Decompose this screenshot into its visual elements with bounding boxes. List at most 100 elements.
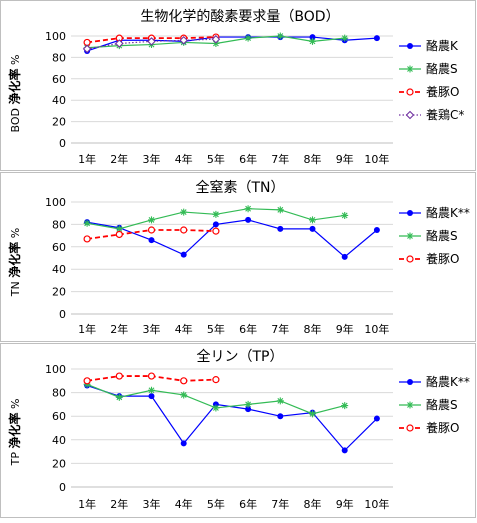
data-point (148, 393, 155, 400)
y-tick-label: 40 (52, 434, 66, 447)
data-point (211, 34, 221, 44)
x-tick-label: 7年 (271, 152, 289, 166)
legend-marker (407, 379, 413, 385)
data-point (115, 230, 123, 239)
y-tick-label: 60 (52, 410, 66, 423)
data-point (277, 225, 284, 232)
series-line (86, 36, 377, 52)
data-point (115, 393, 123, 401)
y-tick-label: 0 (59, 481, 66, 494)
legend-marker (406, 401, 414, 409)
data-point (83, 235, 91, 243)
data-point (341, 253, 348, 260)
x-tick-label: 3年 (143, 152, 161, 166)
data-point (212, 227, 220, 235)
data-point (180, 440, 187, 447)
chart-title: 全窒素（TN） (195, 179, 284, 196)
data-point (373, 35, 380, 42)
data-point (115, 225, 123, 233)
x-tick-label: 7年 (271, 497, 289, 511)
data-point (309, 410, 316, 418)
legend-label: 酪農K** (426, 205, 470, 220)
data-point (82, 44, 92, 54)
x-tick-label: 9年 (336, 152, 354, 166)
legend-marker (407, 43, 413, 49)
data-point (83, 38, 91, 47)
x-tick-label: 6年 (239, 497, 257, 511)
y-tick-label: 20 (52, 286, 66, 299)
data-point (373, 227, 380, 233)
x-tick-label: 2年 (110, 497, 128, 511)
chart-title: 生物化学的酸素要求量（BOD） (140, 9, 339, 25)
data-point (115, 39, 124, 48)
chart-panel-tn: 全窒素（TN） 0 20 40 60 80 100 1年 2年 3年 4年 5年 6年 7年 8年 9年 10年… (0, 172, 476, 342)
data-point (180, 377, 188, 385)
legend-marker (406, 65, 414, 73)
x-tick-label: 3年 (143, 497, 161, 511)
legend-label: 養鶏C* (426, 107, 464, 122)
data-point (212, 376, 220, 384)
y-tick-label: 60 (52, 73, 66, 86)
y-axis-label: TP 浄化率 % (7, 399, 22, 467)
data-point (341, 402, 349, 410)
data-point (148, 237, 155, 244)
legend-label: 養豚O (426, 251, 459, 266)
y-tick-label: 100 (45, 363, 66, 376)
x-tick-label: 8年 (304, 497, 322, 511)
legend-label: 養豚O (426, 84, 459, 99)
y-tick-label: 100 (45, 196, 66, 209)
chart-title: 全リン（TP） (197, 348, 284, 365)
data-point (244, 34, 252, 42)
x-tick-label: 1年 (78, 152, 96, 166)
legend-marker (406, 88, 414, 96)
y-tick-label: 80 (52, 218, 66, 231)
x-tick-label: 6年 (239, 322, 257, 336)
legend-marker (406, 255, 414, 263)
x-tick-label: 4年 (175, 322, 193, 336)
x-tick-label: 9年 (336, 322, 354, 336)
x-tick-label: 5年 (207, 497, 225, 511)
data-point (148, 386, 155, 394)
y-tick-label: 40 (52, 94, 66, 107)
data-point (341, 34, 349, 42)
x-tick-label: 2年 (110, 152, 128, 166)
y-tick-label: 60 (52, 241, 66, 254)
data-point (83, 377, 91, 385)
legend-marker (406, 232, 414, 240)
data-point (244, 400, 252, 408)
y-axis-label: TN 浄化率 % (7, 228, 22, 297)
data-point (180, 251, 187, 258)
data-point (147, 226, 156, 234)
x-tick-label: 1年 (78, 322, 96, 336)
y-tick-label: 80 (52, 387, 66, 400)
x-tick-label: 5年 (207, 152, 225, 166)
data-point (147, 372, 156, 380)
data-point (341, 211, 349, 219)
data-point (309, 216, 316, 224)
y-tick-label: 20 (52, 457, 66, 470)
data-point (277, 413, 284, 420)
y-axis-label: BOD 浄化率 % (7, 55, 22, 133)
legend-label: 酪農K** (426, 374, 470, 389)
x-tick-label: 10年 (364, 497, 389, 511)
data-point (373, 415, 380, 422)
y-tick-label: 20 (52, 116, 66, 129)
legend-marker (405, 110, 415, 120)
legend-label: 酪農S (426, 228, 458, 243)
series-line (87, 38, 216, 50)
x-tick-label: 4年 (175, 497, 193, 511)
data-point (212, 404, 220, 412)
chart-svg: 生物化学的酸素要求量（BOD） 0 20 40 60 80 100 1年 2年 3年 4年 5年 6年 7… (7, 9, 464, 166)
data-point (147, 37, 156, 46)
y-tick-label: 0 (59, 308, 66, 321)
data-point (245, 216, 252, 223)
data-point (309, 37, 316, 45)
data-point (309, 34, 316, 41)
legend-label: 酪農S (426, 397, 458, 412)
x-tick-label: 1年 (78, 497, 96, 511)
data-point (212, 39, 220, 47)
x-tick-label: 9年 (336, 497, 354, 511)
chart-panel-bod: 生物化学的酸素要求量（BOD） 0 20 40 60 80 100 1年 2年 3年 4年 5年 6年 7… (0, 0, 476, 171)
y-tick-label: 40 (52, 263, 66, 276)
